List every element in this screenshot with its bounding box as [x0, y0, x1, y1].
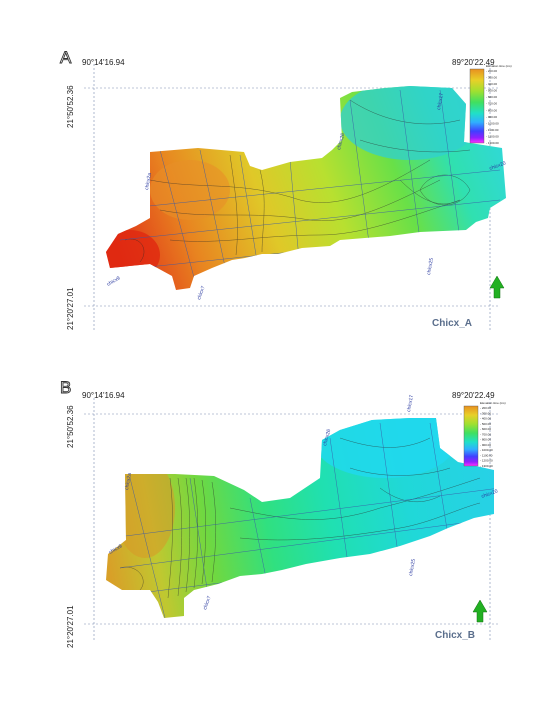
legend-tick-label: - 600.00 — [486, 95, 497, 99]
panel-caption-b: Chicx_B — [435, 630, 476, 641]
lon-left-label-b: 90°14'16.94 — [82, 391, 125, 400]
line-label-chicx7: chicx7 — [196, 285, 207, 301]
elevation-map-b: chicx2a chicx17 chicx7 chicx25 chicx20 c… — [84, 394, 506, 642]
legend-title-a: Elevation time (ms) — [486, 64, 512, 68]
legend-tick-label: - 800.00 — [486, 108, 497, 112]
line-label-chicx20-b: chicx20 — [481, 488, 499, 500]
legend-b: Elevation time (ms) - 200.00- 300.00 - 40… — [463, 401, 506, 468]
elevation-surface-b — [106, 418, 494, 618]
panel-caption-a: Chicx_A — [432, 318, 473, 329]
map-panel-a: A 90°14'16.94 89°20'22.49 21°50'52.36 21… — [0, 40, 540, 340]
legend-tick-label: - 300.00 — [486, 76, 497, 80]
line-label-chicx17: chicx17 — [436, 92, 445, 110]
legend-tick-label: - 1100.00 — [486, 128, 499, 132]
legend-tick-label: - 800.00 — [480, 438, 491, 442]
legend-tick-label: - 600.00 — [480, 427, 491, 431]
legend-title-b: Elevation time (ms) — [480, 401, 506, 405]
lon-left-label-a: 90°14'16.94 — [82, 58, 125, 67]
legend-tick-label: - 500.00 — [486, 89, 497, 93]
legend-tick-label: - 300.00 — [480, 411, 491, 415]
line-label-chicx2a: chicx2a — [144, 172, 153, 190]
legend-tick-label: - 200.00 — [480, 406, 491, 410]
north-arrow-a — [489, 275, 505, 299]
legend-tick-label: - 1300.00 — [486, 141, 499, 145]
lon-right-label-a: 89°20'22.49 — [452, 58, 495, 67]
legend-tick-label: - 200.00 — [486, 69, 497, 73]
panel-letter-a: A — [60, 48, 72, 68]
line-label-chicx26-b: chicx26 — [322, 428, 332, 446]
legend-tick-label: - 700.00 — [486, 102, 497, 106]
map-frame-b — [84, 398, 500, 642]
legend-a: Elevation time (ms) - 200.00 - 300.00 - 40… — [469, 64, 512, 145]
map-panel-b: B 90°14'16.94 89°20'22.49 21°50'52.36 21… — [0, 378, 540, 650]
legend-tick-label: - 700.00 — [480, 432, 491, 436]
line-label-chicx2a-b: chicx2a — [124, 472, 133, 490]
legend-tick-label: - 900.00 — [480, 443, 491, 447]
panel-letter-b: B — [60, 378, 72, 398]
line-label-chicx25-b: chicx25 — [408, 558, 417, 576]
line-label-chicx20: chicx20 — [489, 160, 507, 172]
line-label-chicx17-b: chicx17 — [406, 394, 415, 412]
legend-tick-label: - 1100.00 — [480, 453, 493, 457]
line-label-chicx7-b: chicx7 — [202, 595, 213, 611]
legend-tick-label: - 1200.00 — [486, 134, 499, 138]
legend-tick-label: - 900.00 — [486, 115, 497, 119]
legend-tick-label: - 1300.00 — [480, 464, 493, 468]
legend-tick-label: - 400.00 — [480, 417, 491, 421]
line-label-chicx26: chicx26 — [336, 132, 346, 150]
legend-tick-label: - 400.00 — [486, 82, 497, 86]
elevation-surface-a — [106, 86, 506, 290]
line-label-chicx25: chicx25 — [426, 257, 435, 275]
line-label-chicx9: chicx9 — [106, 275, 121, 287]
elevation-map-a: chicx2a chicx17 chicx7 chicx25 chicx20 c… — [84, 64, 512, 330]
lon-right-label-b: 89°20'22.49 — [452, 391, 495, 400]
legend-tick-label: - 500.00 — [480, 422, 491, 426]
legend-tick-label: - 1000.00 — [486, 121, 499, 125]
legend-tick-label: - 1200.00 — [480, 459, 493, 463]
north-arrow-b — [472, 599, 488, 623]
legend-tick-label: - 1000.00 — [480, 448, 493, 452]
